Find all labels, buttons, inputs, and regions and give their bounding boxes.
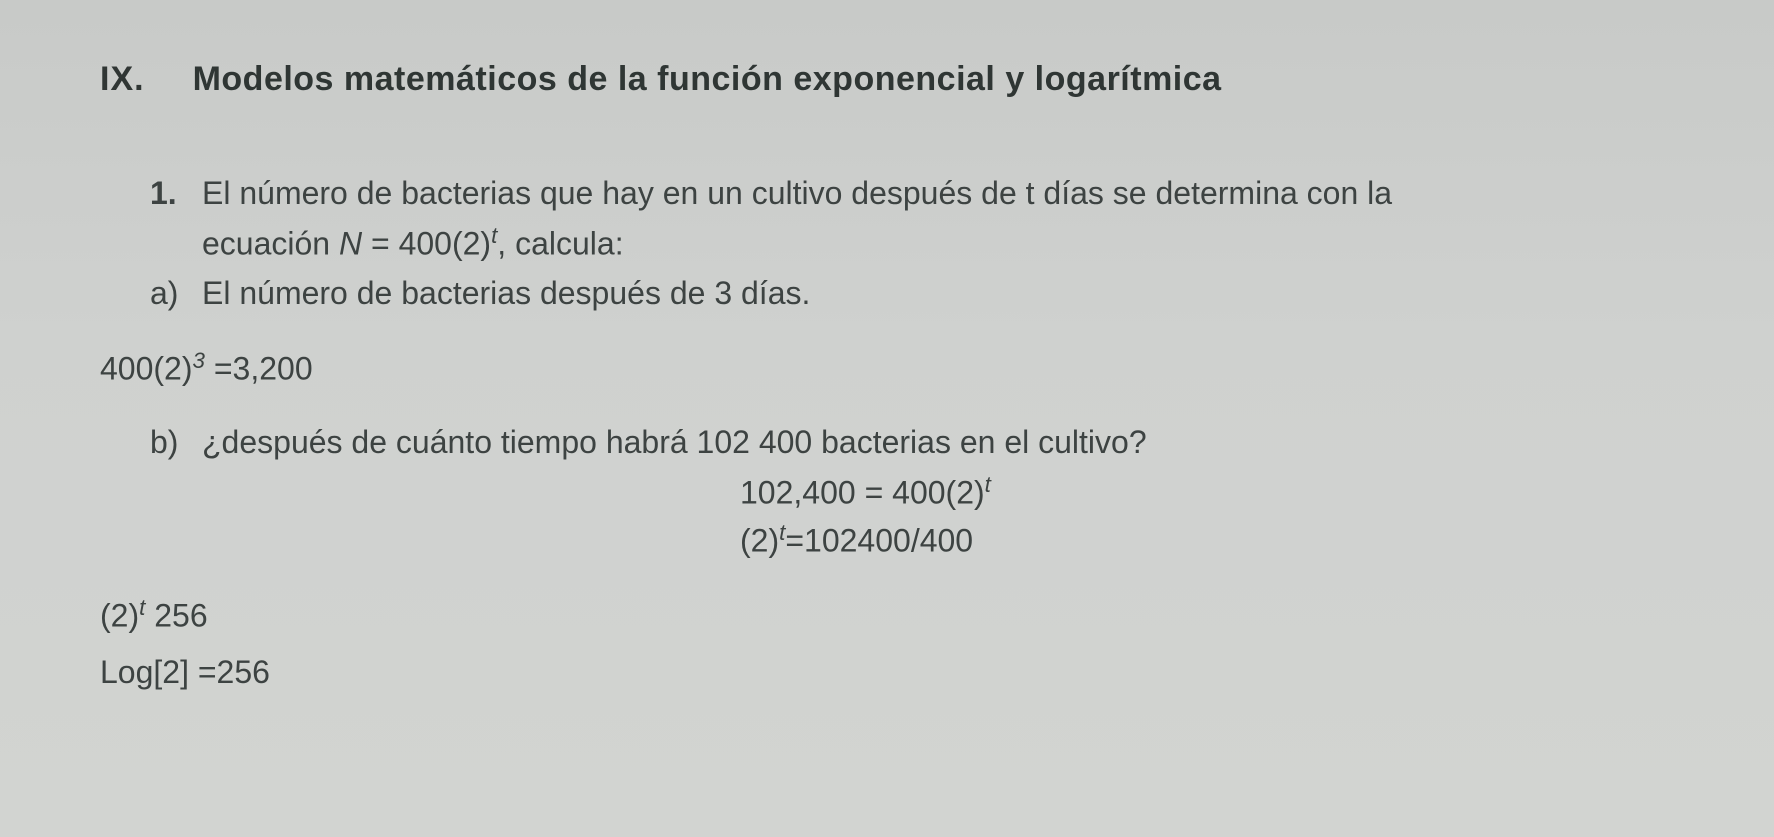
eq4-text: Log[2] =256 <box>100 654 270 690</box>
part-a-work-exponent: 3 <box>193 348 205 373</box>
document-page: IX. Modelos matemáticos de la función ex… <box>0 0 1774 837</box>
problem-statement-line-1: 1.El número de bacterias que hay en un c… <box>150 169 1674 219</box>
part-a-work: 400(2)3 =3,200 <box>100 348 1674 388</box>
problem-text-1: El número de bacterias que hay en un cul… <box>202 175 1392 211</box>
part-b-equation-1: 102,400 = 400(2)t <box>740 468 1674 517</box>
part-b-container: b)¿después de cuánto tiempo habrá 102 40… <box>150 418 1674 468</box>
problem-text-2-prefix: ecuación <box>202 225 339 261</box>
eq2-rhs: =102400/400 <box>785 523 973 559</box>
problem-statement-line-2: ecuación N = 400(2)t, calcula: <box>202 219 1674 269</box>
part-b-equation-3: (2)t 256 <box>100 591 1674 640</box>
eq3-rhs: 256 <box>145 598 207 634</box>
eq3-base: (2) <box>100 598 139 634</box>
equation-eq: = <box>362 225 398 261</box>
part-a-letter: a) <box>150 269 202 319</box>
eq1-exponent: t <box>985 472 991 497</box>
equation-rhs-base: 400(2) <box>399 225 492 261</box>
eq1-lhs: 102,400 = 400(2) <box>740 474 985 510</box>
problem-text-2-suffix: , calcula: <box>497 225 623 261</box>
part-a-text: El número de bacterias después de 3 días… <box>202 275 810 311</box>
problem-1: 1.El número de bacterias que hay en un c… <box>150 169 1674 318</box>
part-b-equation-2: (2)t=102400/400 <box>740 516 1674 565</box>
part-b-letter: b) <box>150 418 202 468</box>
section-title: Modelos matemáticos de la función expone… <box>193 60 1222 99</box>
part-a-work-result: =3,200 <box>205 351 313 387</box>
part-a-work-base: 400(2) <box>100 351 193 387</box>
part-a: a)El número de bacterias después de 3 dí… <box>150 269 1674 319</box>
eq2-base: (2) <box>740 523 779 559</box>
problem-number: 1. <box>150 169 202 219</box>
section-number: IX. <box>100 60 145 99</box>
part-b: b)¿después de cuánto tiempo habrá 102 40… <box>150 418 1674 468</box>
part-b-text: ¿después de cuánto tiempo habrá 102 400 … <box>202 424 1147 460</box>
part-b-equation-4: Log[2] =256 <box>100 648 1674 696</box>
equation-lhs: N <box>339 225 362 261</box>
section-header: IX. Modelos matemáticos de la función ex… <box>100 60 1674 99</box>
